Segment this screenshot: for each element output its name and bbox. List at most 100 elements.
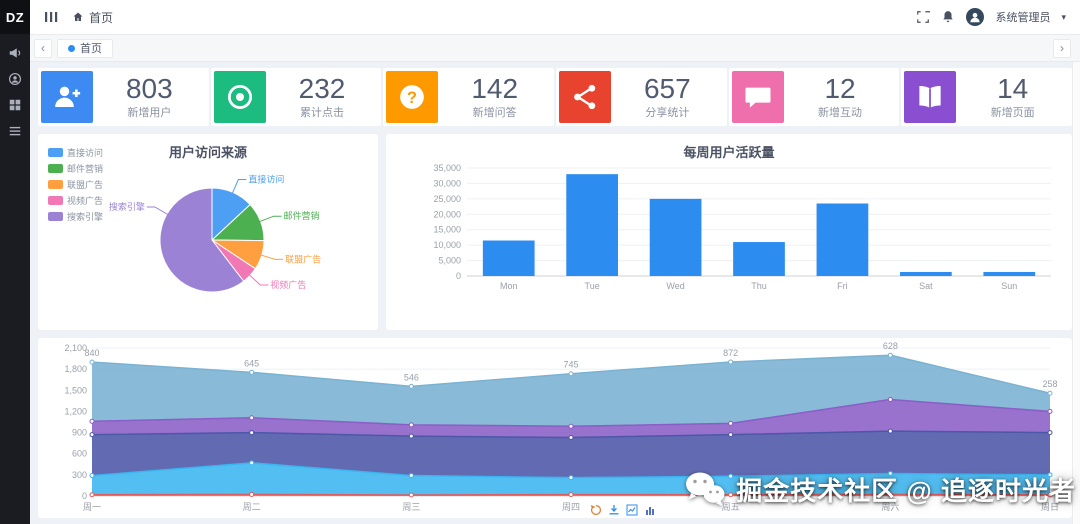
data-point[interactable] — [568, 371, 574, 377]
data-point[interactable] — [408, 473, 414, 479]
data-point[interactable] — [1047, 390, 1053, 396]
legend-swatch — [48, 180, 63, 189]
scrollbar-track[interactable] — [1072, 35, 1080, 524]
data-point[interactable] — [249, 460, 255, 466]
legend-item[interactable]: 视频广告 — [48, 194, 103, 207]
bell-icon[interactable] — [941, 10, 955, 24]
data-point[interactable] — [89, 418, 95, 424]
data-point[interactable] — [249, 430, 255, 436]
data-point[interactable] — [568, 435, 574, 441]
stat-value: 12 — [824, 73, 856, 105]
legend-item[interactable]: 邮件营销 — [48, 162, 103, 175]
stat-value: 14 — [997, 73, 1029, 105]
x-axis-label: 周五 — [722, 502, 740, 512]
chevron-down-icon[interactable]: ▾ — [1061, 11, 1066, 22]
data-point[interactable] — [887, 470, 893, 476]
data-point[interactable] — [728, 473, 734, 479]
data-point[interactable] — [568, 475, 574, 481]
data-point[interactable] — [1047, 430, 1053, 436]
bar-chart: 0 5,000 10,000 15,000 20,000 25,000 30,000 35,0… — [433, 163, 1051, 291]
breadcrumb-home-label: 首页 — [89, 10, 114, 25]
data-point[interactable] — [887, 396, 893, 402]
data-point[interactable] — [1047, 408, 1053, 414]
target-icon — [213, 71, 266, 123]
bar[interactable] — [733, 242, 785, 276]
content: 803 新增用户 232 累计点击? 142 新增问答 657 分享统计 12 新增互动 14 新增页… — [30, 62, 1080, 524]
grid-icon[interactable] — [8, 98, 22, 112]
data-point[interactable] — [89, 359, 95, 365]
data-point[interactable] — [89, 492, 95, 498]
bar[interactable] — [899, 271, 952, 276]
y-axis-label: 300 — [72, 470, 87, 480]
band-steel-area[interactable] — [92, 355, 1050, 427]
bar[interactable] — [566, 174, 619, 276]
data-point[interactable] — [89, 473, 95, 479]
x-axis-label: Wed — [666, 281, 684, 291]
bar[interactable] — [816, 203, 869, 276]
tab-scroll-left-icon[interactable]: ‹ — [34, 38, 52, 58]
data-point[interactable] — [728, 492, 734, 498]
charts-row: 用户访问来源 直接访问 邮件营销 联盟广告 视频广告 搜索引擎 直接访问 邮件营销 联盟广告… — [38, 134, 1072, 330]
list-icon[interactable] — [8, 124, 22, 138]
data-point[interactable] — [408, 422, 414, 428]
menu-collapse-icon[interactable] — [44, 10, 58, 24]
megaphone-icon[interactable] — [8, 46, 22, 60]
avatar[interactable] — [966, 8, 985, 26]
stat-meta: 142 新增问答 — [438, 74, 551, 119]
y-axis-label: 2,100 — [64, 343, 87, 353]
stats-row: 803 新增用户 232 累计点击? 142 新增问答 657 分享统计 12 新增互动 14 新增页… — [38, 68, 1073, 126]
legend-swatch — [48, 212, 63, 221]
pie-slice[interactable] — [159, 187, 245, 293]
y-axis-label: 1,800 — [64, 364, 87, 374]
data-point[interactable] — [89, 432, 95, 438]
user-circle-icon[interactable] — [8, 72, 22, 86]
data-point[interactable] — [249, 415, 255, 421]
data-point[interactable] — [728, 432, 734, 438]
legend-item[interactable]: 联盟广告 — [48, 178, 103, 191]
x-axis-label: Sat — [919, 281, 933, 291]
bar-chart-title: 每周用户活跃量 — [683, 145, 775, 160]
chart-line-icon[interactable] — [626, 504, 638, 516]
legend-label: 联盟广告 — [67, 180, 104, 190]
data-point[interactable] — [728, 420, 734, 426]
fullscreen-icon[interactable] — [916, 10, 942, 24]
data-point[interactable] — [408, 492, 414, 498]
data-point[interactable] — [568, 423, 574, 429]
data-label: 645 — [244, 358, 259, 368]
x-axis-label: Tue — [585, 281, 600, 291]
user-name[interactable]: 系统管理员 — [995, 12, 1051, 24]
data-point[interactable] — [249, 491, 255, 497]
bar[interactable] — [649, 198, 702, 276]
pie-legend: 直接访问邮件营销联盟广告视频广告搜索引擎 — [48, 146, 103, 223]
tab-home[interactable]: 首页 — [57, 38, 113, 58]
data-point[interactable] — [887, 428, 893, 434]
breadcrumb-home[interactable]: 首页 — [72, 9, 113, 26]
x-axis-label: Fri — [837, 281, 848, 291]
data-label: 840 — [84, 348, 99, 358]
bar[interactable] — [482, 240, 535, 276]
data-point[interactable] — [1047, 492, 1053, 498]
data-point[interactable] — [728, 359, 734, 365]
data-point[interactable] — [249, 369, 255, 375]
y-axis-label: 30,000 — [433, 178, 461, 188]
band-indigo-area[interactable] — [92, 431, 1050, 478]
legend-item[interactable]: 搜索引擎 — [48, 210, 103, 223]
y-axis-label: 900 — [72, 428, 87, 438]
download-icon[interactable] — [608, 504, 620, 516]
legend-item[interactable]: 直接访问 — [48, 146, 103, 159]
data-point[interactable] — [408, 383, 414, 389]
data-point[interactable] — [1047, 472, 1053, 478]
data-label: 872 — [723, 348, 738, 358]
band-purple-area[interactable] — [92, 399, 1050, 438]
legend-swatch — [48, 164, 63, 173]
data-point[interactable] — [568, 492, 574, 498]
chart-bar-icon[interactable] — [644, 504, 656, 516]
stat-value: 142 — [471, 73, 519, 105]
tab-scroll-right-icon[interactable]: › — [1053, 38, 1071, 58]
bar[interactable] — [983, 271, 1036, 276]
data-point[interactable] — [887, 491, 893, 497]
data-point[interactable] — [887, 352, 893, 358]
refresh-icon[interactable] — [590, 504, 602, 516]
data-point[interactable] — [408, 433, 414, 439]
